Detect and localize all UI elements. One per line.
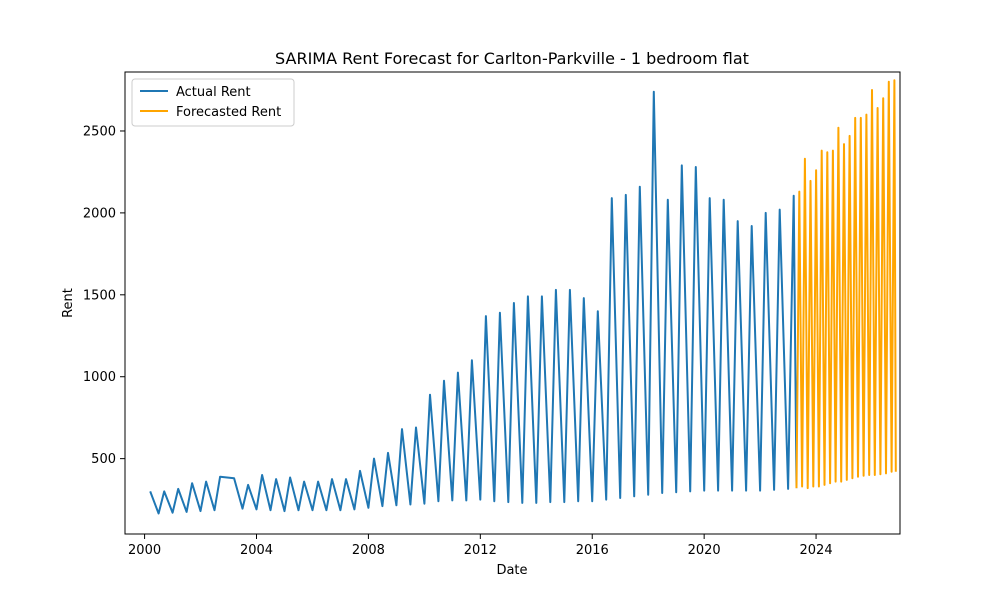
- x-tick-label: 2024: [800, 543, 833, 558]
- x-axis: 2000 2004 2008 2012 2016 2020 2024: [128, 534, 833, 558]
- series-line-forecasted-rent: [795, 79, 897, 490]
- legend: Actual Rent Forecasted Rent: [131, 78, 295, 127]
- y-axis: 500 1000 1500 2000 2500: [83, 124, 125, 467]
- y-tick-label: 500: [91, 452, 116, 467]
- series-line-actual-rent: [149, 90, 798, 515]
- plot-frame: [124, 71, 901, 535]
- legend-label-actual: Actual Rent: [176, 85, 251, 100]
- y-axis-label: Rent: [61, 288, 76, 318]
- x-tick-label: 2000: [128, 543, 161, 558]
- legend-box: [131, 78, 295, 127]
- y-tick-label: 2500: [83, 124, 116, 139]
- x-tick-label: 2016: [576, 543, 609, 558]
- x-tick-label: 2004: [240, 543, 273, 558]
- series-layer: [149, 79, 897, 515]
- x-tick-label: 2008: [352, 543, 385, 558]
- legend-label-forecast: Forecasted Rent: [176, 105, 281, 120]
- y-tick-label: 1000: [83, 370, 116, 385]
- x-tick-label: 2012: [464, 543, 497, 558]
- y-tick-label: 1500: [83, 288, 116, 303]
- y-tick-label: 2000: [83, 206, 116, 221]
- x-tick-label: 2020: [688, 543, 721, 558]
- chart-title: SARIMA Rent Forecast for Carlton-Parkvil…: [275, 49, 749, 68]
- plot-area: [125, 72, 900, 534]
- x-axis-label: Date: [496, 563, 527, 578]
